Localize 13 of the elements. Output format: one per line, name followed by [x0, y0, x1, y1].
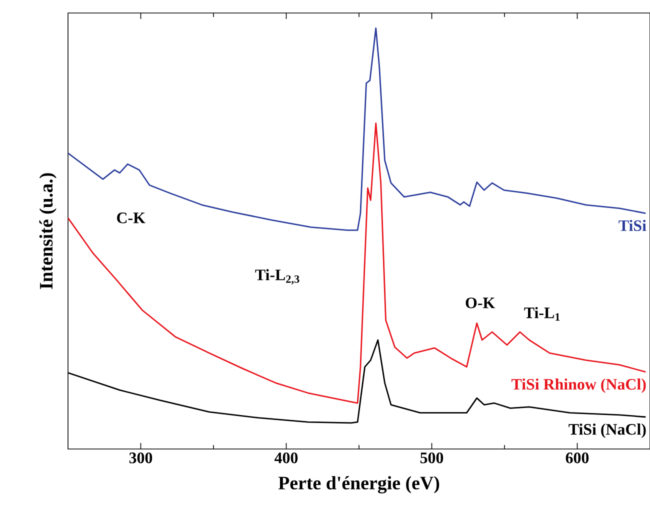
series-label: TiSi (NaCl)	[568, 424, 646, 438]
annotation: Ti-L$_{2,3}$	[255, 269, 300, 284]
x-tick-label: 300	[129, 452, 152, 464]
x-tick-label: 600	[566, 452, 589, 464]
series-label: TiSi Rhinow (NaCl)	[512, 378, 646, 393]
series-label: TiSi	[618, 220, 646, 232]
annotation: O-K	[466, 298, 495, 308]
annotation: Ti-L$_{1}$	[524, 307, 560, 321]
x-tick-label: 400	[274, 452, 298, 464]
x-axis-title: Perte d'énergie (eV)	[278, 476, 440, 494]
x-tick-label: 500	[420, 452, 444, 464]
annotation: C-K	[117, 212, 146, 224]
y-axis-title: Intensité (u.a.)	[39, 173, 56, 289]
